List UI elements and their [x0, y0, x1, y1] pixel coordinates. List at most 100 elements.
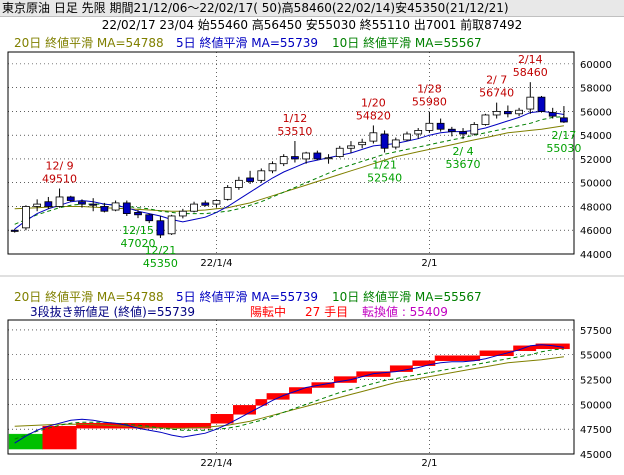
- header-bar: 東京原油 日足 先限 期間21/12/06～22/02/17( 50)高5846…: [0, 0, 624, 17]
- candle: [89, 198, 98, 212]
- top-ytick-7: 46000: [580, 226, 612, 237]
- candle-body: [33, 203, 42, 207]
- candle-body: [257, 170, 266, 181]
- candle: [279, 154, 288, 167]
- kagi-brick: [479, 350, 514, 356]
- top-xtick-0: 22/1/4: [200, 258, 232, 269]
- kagi-brick: [333, 376, 357, 383]
- candle: [10, 229, 19, 233]
- candle-body: [447, 128, 456, 133]
- candle: [212, 199, 221, 208]
- candle-body: [548, 112, 557, 117]
- top-x-ticks: 22/1/4 2/1: [200, 258, 437, 269]
- candle: [369, 125, 378, 144]
- bot-ma20-line: [14, 356, 564, 429]
- candle: [515, 107, 523, 117]
- candle-body: [503, 111, 512, 115]
- candle: [257, 168, 266, 183]
- candle: [358, 138, 367, 149]
- annotation-low-date: 2/17: [552, 129, 577, 142]
- candle-body: [391, 139, 400, 148]
- candle-body: [459, 131, 467, 135]
- candle: [100, 202, 109, 213]
- candle-body: [122, 202, 131, 215]
- annotation-high-value: 53510: [277, 125, 312, 138]
- candle: [145, 213, 154, 224]
- annotation-low-date: 12/15: [122, 224, 154, 237]
- candle: [66, 195, 75, 202]
- top-ytick-6: 48000: [580, 202, 612, 213]
- candle-body: [358, 141, 367, 146]
- legend-bottom-ma10: 10日 終値平滑 MA=55567: [332, 289, 482, 304]
- legend-top-ma5: 5日 終値平滑 MA=55739: [176, 35, 318, 50]
- candle: [391, 137, 400, 150]
- kagi-brick: [289, 387, 312, 394]
- candle: [470, 122, 479, 136]
- candle-body: [66, 196, 75, 201]
- candle-body: [223, 187, 232, 200]
- candle-body: [100, 206, 109, 212]
- candle: [22, 205, 30, 231]
- candle-body: [425, 122, 434, 131]
- kagi-brick: [311, 382, 335, 388]
- annotation-high-value: 54820: [356, 109, 391, 122]
- ohlc-summary: 22/02/17 23/04 始55460 高56450 安55030 終551…: [0, 17, 624, 33]
- kagi-brick: [210, 414, 234, 424]
- bottom-moving-averages: [14, 344, 564, 444]
- top-ytick-8: 44000: [580, 250, 612, 261]
- top-ytick-3: 54000: [580, 131, 612, 142]
- candle-body: [313, 152, 322, 160]
- candle: [235, 176, 243, 190]
- candle-body: [380, 133, 389, 149]
- candle-body: [156, 220, 165, 236]
- annotation-high-value: 55980: [412, 96, 447, 109]
- candle: [201, 200, 210, 207]
- candle-body: [44, 201, 53, 207]
- candle-body: [235, 179, 243, 188]
- kagi-brick: [412, 360, 436, 366]
- candle-body: [268, 163, 277, 172]
- candle: [78, 199, 86, 208]
- candle: [246, 170, 254, 184]
- candle: [33, 199, 42, 212]
- candle-body: [492, 111, 501, 116]
- candle: [324, 154, 333, 164]
- candle-body: [403, 133, 411, 141]
- bot-ytick-5: 45000: [580, 450, 612, 461]
- candle-body: [134, 212, 142, 216]
- candle: [122, 200, 131, 216]
- candle-body: [78, 201, 86, 205]
- annotation-high-value: 58460: [513, 66, 548, 79]
- candle-body: [178, 210, 187, 217]
- kagi-brick: [434, 355, 481, 361]
- top-grid: [8, 52, 574, 255]
- annotation-low-date: 12/21: [145, 244, 177, 257]
- annotation-low-value: 55030: [546, 142, 581, 155]
- candle-body: [515, 109, 523, 115]
- candle: [403, 131, 411, 142]
- annotation-high-value: 56740: [479, 87, 514, 100]
- bottom-y-ticks: 57500 55000 52500 50000 47500 45000: [580, 326, 612, 461]
- top-xtick-1: 2/1: [421, 258, 437, 269]
- bot-ytick-1: 55000: [580, 351, 612, 362]
- bot-ytick-0: 57500: [580, 326, 612, 337]
- top-ytick-5: 50000: [580, 179, 612, 190]
- annotation-high-date: 2/ 7: [486, 74, 507, 87]
- candle: [268, 161, 277, 174]
- legend-bottom-ma20: 20日 終値平滑 MA=54788: [14, 289, 164, 304]
- candle: [503, 105, 512, 118]
- candle-body: [279, 156, 288, 165]
- candle: [291, 140, 299, 163]
- candle: [481, 113, 490, 126]
- candle-body: [167, 215, 176, 235]
- candle: [167, 214, 176, 235]
- annotation-high-date: 1/20: [361, 96, 386, 109]
- candle-body: [414, 130, 423, 135]
- candle-body: [537, 96, 546, 112]
- annotation-low-value: 53670: [446, 158, 481, 171]
- candle-body: [324, 157, 333, 160]
- annotation-low-value: 47020: [121, 237, 156, 250]
- candle-body: [190, 203, 198, 212]
